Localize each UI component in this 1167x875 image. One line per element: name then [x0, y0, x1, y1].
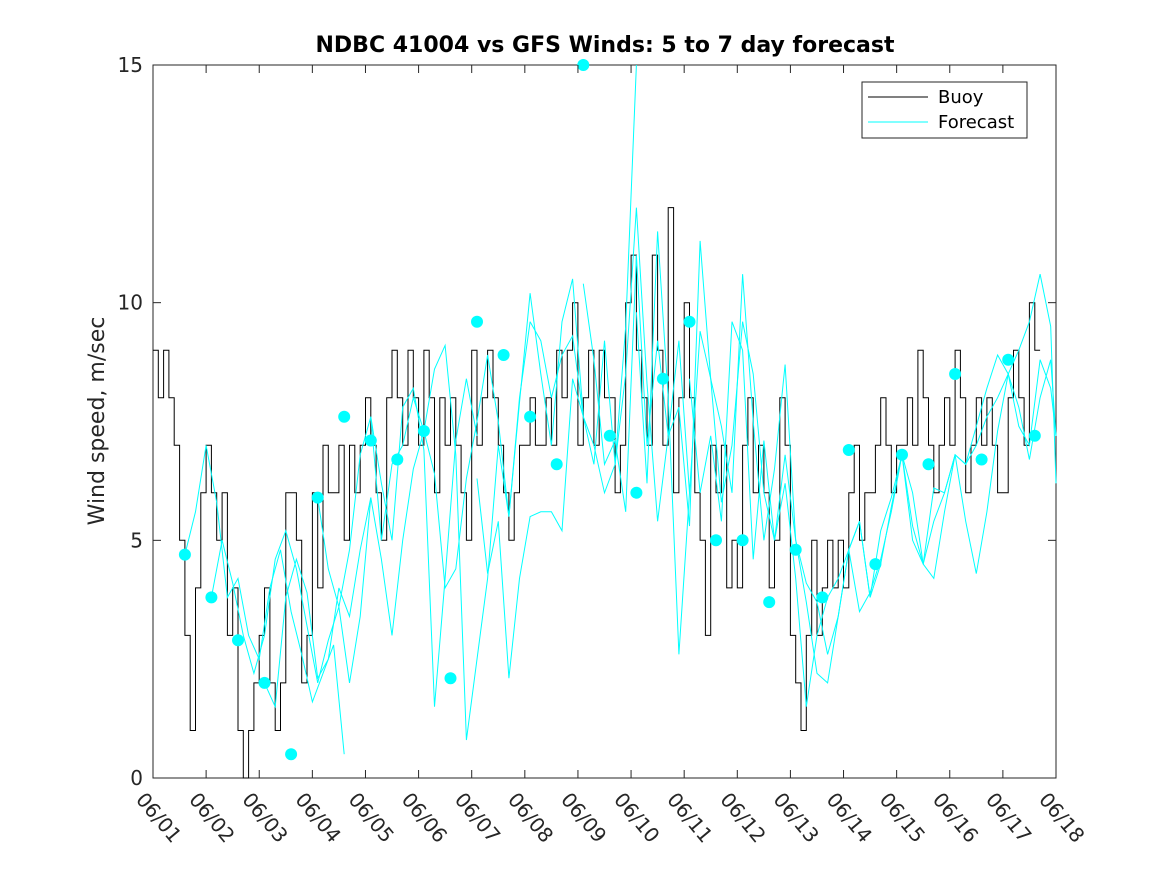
forecast-marker: [417, 425, 430, 437]
forecast-marker: [710, 534, 722, 547]
forecast-marker: [603, 429, 616, 442]
forecast-trace-13: [795, 454, 956, 655]
forecast-trace-15: [901, 353, 1057, 565]
forecast-marker: [577, 59, 590, 71]
y-tick-label: 5: [130, 528, 143, 552]
forecast-marker: [763, 596, 776, 609]
forecast-marker: [258, 676, 271, 689]
y-tick-label: 15: [118, 53, 143, 77]
forecast-marker: [1002, 353, 1015, 366]
chart-title: NDBC 41004 vs GFS Winds: 5 to 7 day fore…: [316, 33, 895, 58]
forecast-marker: [205, 591, 218, 604]
forecast-trace-7: [476, 64, 637, 679]
forecast-marker: [444, 672, 457, 685]
forecast-marker: [630, 486, 643, 499]
forecast-marker: [364, 434, 377, 447]
forecast-trace-8: [529, 207, 690, 522]
forecast-marker: [178, 548, 191, 561]
forecast-marker: [471, 315, 483, 328]
y-axis-label: Wind speed, m/sec: [85, 317, 110, 526]
forecast-series-layer: [184, 64, 1057, 755]
buoy-line: [153, 207, 1041, 779]
forecast-trace-17: [1007, 359, 1057, 447]
forecast-trace-4: [317, 378, 478, 707]
axes-box: [152, 64, 1057, 779]
forecast-marker: [550, 458, 563, 471]
y-tick-label: 10: [118, 291, 143, 315]
forecast-trace-14: [848, 373, 1009, 614]
forecast-marker: [285, 748, 298, 761]
forecast-marker: [975, 453, 988, 466]
forecast-marker: [949, 368, 962, 380]
forecast-marker: [311, 491, 324, 504]
forecast-trace-2: [210, 497, 372, 684]
legend-box: [861, 81, 1028, 139]
forecast-trace-11: [689, 321, 850, 707]
forecast-marker: [232, 634, 244, 647]
forecast-marker: [789, 543, 802, 556]
forecast-marker: [524, 410, 537, 423]
forecast-marker: [391, 453, 404, 466]
forecast-marker: [736, 534, 749, 547]
forecast-marker: [869, 558, 882, 571]
forecast-marker: [338, 410, 351, 423]
legend-label-forecast: Forecast: [938, 112, 1014, 133]
forecast-marker: [1028, 429, 1041, 442]
forecast-marker: [896, 448, 908, 461]
buoy-series-layer: [153, 207, 1041, 779]
y-tick-label: 0: [130, 766, 143, 790]
forecast-marker-layer: [178, 59, 1041, 761]
forecast-marker: [922, 458, 935, 471]
legend: Buoy Forecast: [861, 81, 1028, 139]
forecast-marker: [816, 591, 829, 604]
y-axis-ticks: 0 5 10 15: [118, 53, 1056, 790]
forecast-trace-6: [423, 278, 584, 590]
forecast-trace-10: [635, 231, 797, 655]
forecast-marker: [683, 315, 696, 328]
forecast-trace-3: [264, 430, 425, 709]
legend-label-buoy: Buoy: [938, 87, 984, 108]
forecast-marker: [656, 372, 669, 385]
forecast-trace-9: [582, 240, 744, 527]
forecast-marker: [497, 349, 510, 361]
forecast-marker: [842, 444, 855, 456]
forecast-trace-1: [184, 445, 345, 755]
